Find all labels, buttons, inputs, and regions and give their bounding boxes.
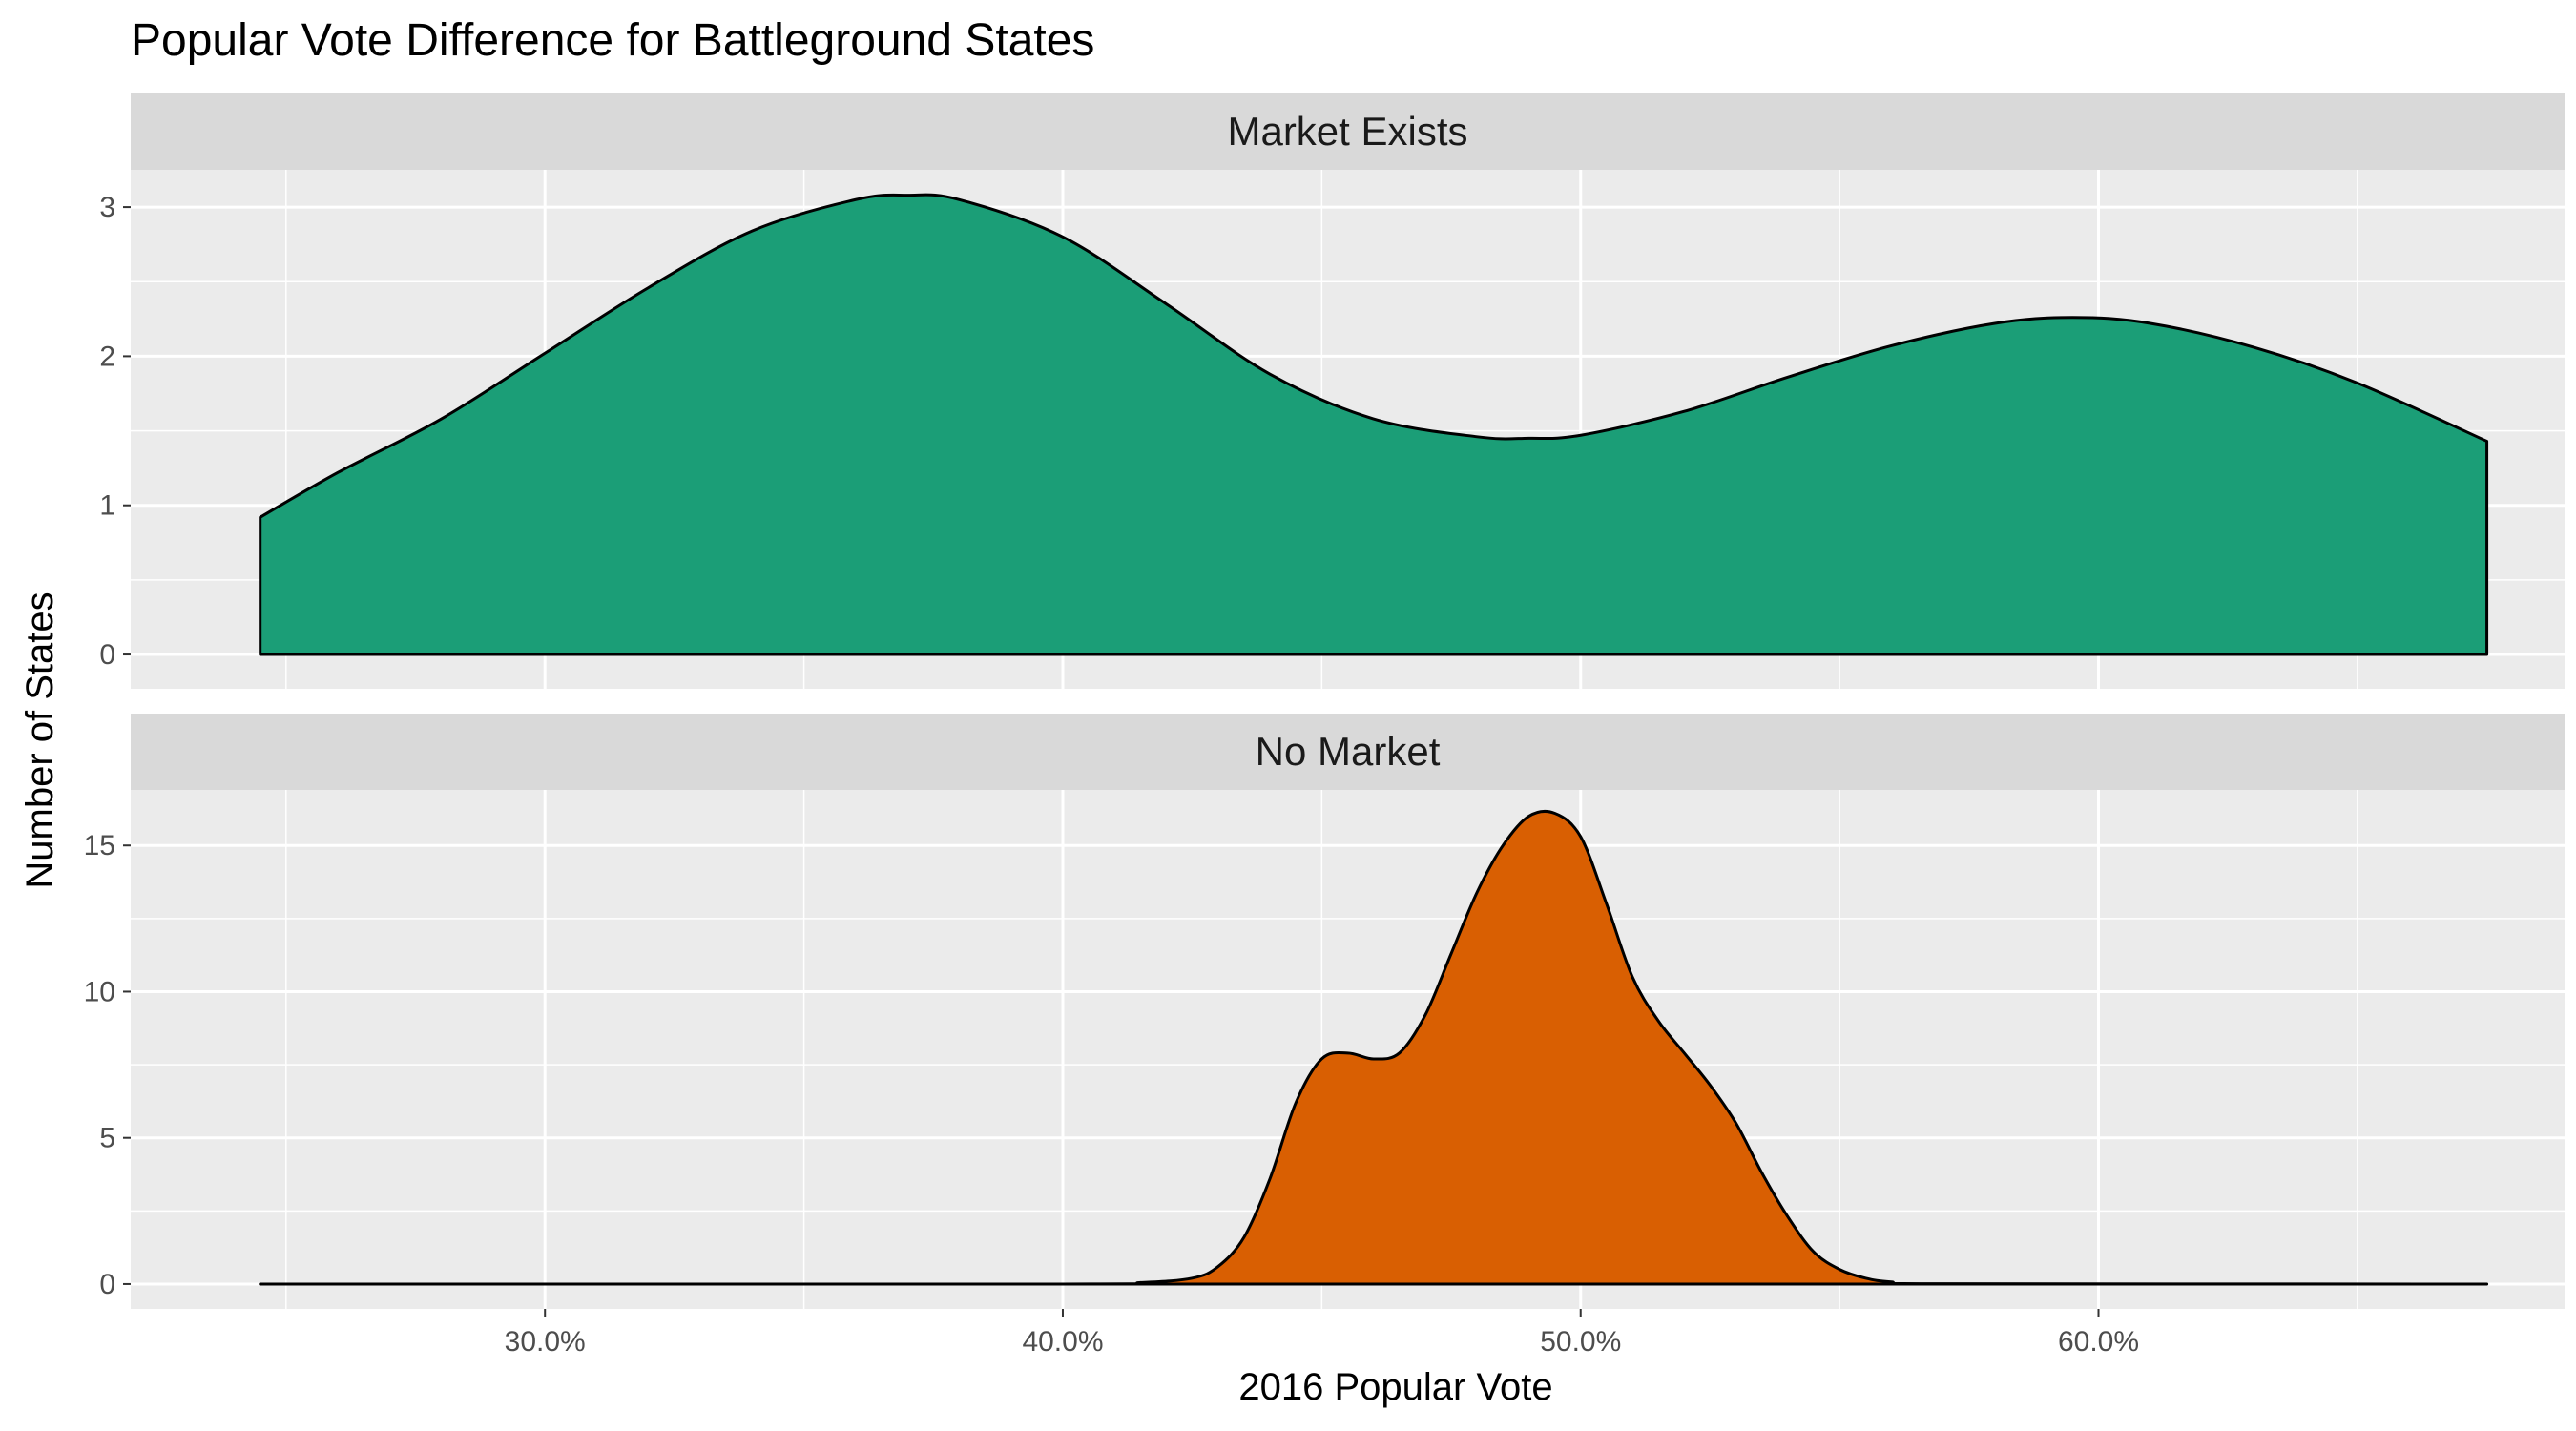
y-tick-label: 3: [99, 192, 115, 223]
y-tick-label: 10: [84, 976, 115, 1007]
y-tick-label: 0: [99, 1269, 115, 1300]
x-tick-label: 40.0%: [1022, 1326, 1103, 1358]
x-tick-label: 50.0%: [1540, 1326, 1621, 1358]
y-tick-label: 0: [99, 639, 115, 671]
y-tick-label: 5: [99, 1123, 115, 1154]
x-tick-label: 30.0%: [505, 1326, 586, 1358]
density-area: [259, 809, 2489, 1286]
density-area: [259, 193, 2489, 656]
y-tick-label: 15: [84, 830, 115, 861]
chart-title: Popular Vote Difference for Battleground…: [131, 15, 1094, 66]
panel-0: Market Exists 0 1 2 3: [99, 93, 2565, 689]
x-tick-label: 60.0%: [2058, 1326, 2139, 1358]
x-axis-title: 2016 Popular Vote: [1238, 1366, 1552, 1408]
panels: Market Exists 0 1 2 3 No Market 0 5 10 15: [84, 93, 2565, 1309]
y-tick-label: 2: [99, 341, 115, 372]
panel-1: No Market 0 5 10 15: [84, 714, 2565, 1309]
facet-strip-label: No Market: [1256, 729, 1441, 774]
facet-strip: [131, 714, 2565, 790]
y-axis-title: Number of States: [19, 591, 61, 888]
facet-strip-label: Market Exists: [1227, 109, 1467, 154]
facet-strip: [131, 93, 2565, 170]
y-tick-label: 1: [99, 490, 115, 522]
x-axis: 30.0% 40.0% 50.0% 60.0%: [505, 1309, 2139, 1358]
